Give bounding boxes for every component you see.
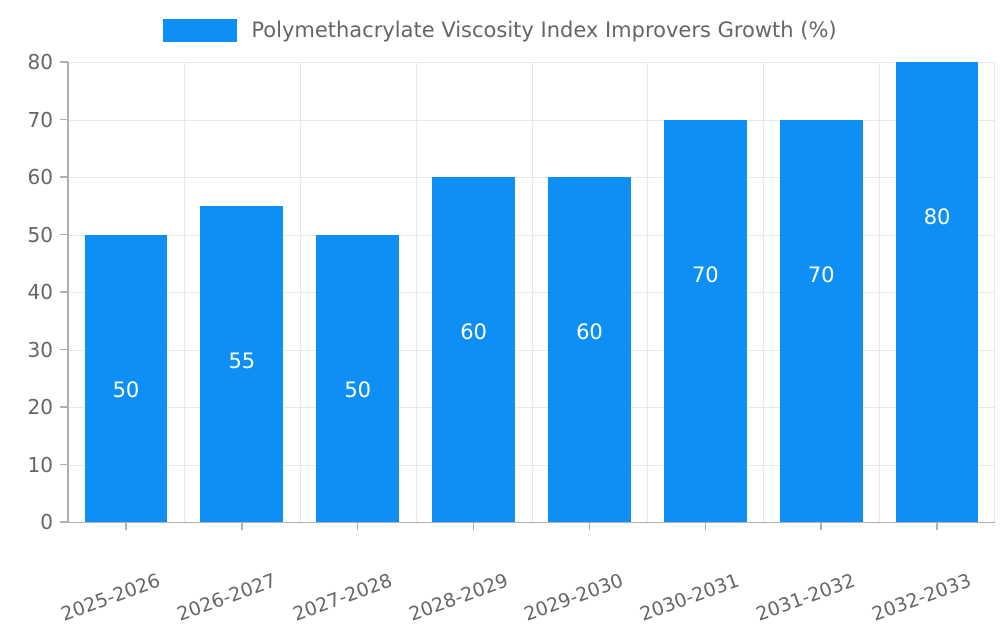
gridline-horizontal (68, 292, 995, 293)
bar-value-label: 50 (112, 377, 140, 402)
x-tick-label: 2029-2030 (521, 569, 627, 626)
bar[interactable] (779, 119, 863, 522)
gridline-vertical (647, 62, 648, 522)
x-tick-mark (588, 522, 591, 530)
gridline-vertical (532, 62, 533, 522)
y-tick-label: 50 (27, 222, 53, 247)
x-tick-label: 2027-2028 (289, 569, 395, 626)
y-tick-label: 70 (27, 107, 53, 132)
x-tick-label: 2032-2033 (869, 569, 975, 626)
y-tick-label: 30 (27, 337, 53, 362)
y-tick-mark (60, 118, 68, 121)
x-tick-mark (356, 522, 359, 530)
y-tick-label: 0 (40, 510, 53, 534)
x-tick-mark (820, 522, 822, 530)
gridline-vertical (879, 62, 880, 522)
y-tick-mark (60, 291, 68, 293)
bar-value-label: 50 (344, 377, 372, 402)
y-tick-label: 20 (27, 395, 53, 419)
chart-legend: Polymethacrylate Viscosity Index Improve… (0, 10, 1000, 50)
bar-value-label: 60 (460, 320, 487, 344)
gridline-horizontal (68, 407, 995, 408)
x-tick-label: 2030-2031 (637, 569, 743, 626)
gridline-horizontal (68, 464, 995, 466)
plot-area: 50 55 50 60 60 70 70 80 (68, 62, 995, 523)
bar[interactable] (432, 177, 515, 522)
x-tick-label: 2031-2032 (753, 569, 859, 626)
bar-chart: Polymethacrylate Viscosity Index Improve… (0, 10, 1000, 626)
bar-value-label: 70 (691, 262, 719, 287)
x-tick-mark (472, 522, 475, 530)
gridline-vertical (763, 62, 764, 522)
y-tick-label: 80 (27, 50, 53, 74)
y-tick-mark (60, 463, 68, 466)
y-tick-mark (60, 233, 68, 236)
x-tick-label: 2028-2029 (405, 569, 511, 626)
bar[interactable] (663, 119, 747, 522)
bar[interactable] (316, 234, 400, 522)
bar-value-label: 60 (576, 320, 603, 344)
y-tick-label: 10 (27, 452, 53, 477)
gridline-horizontal (68, 62, 995, 63)
gridline-horizontal (68, 234, 995, 236)
bar-value-label: 70 (807, 262, 835, 287)
bar[interactable] (895, 62, 979, 522)
x-tick-mark (241, 522, 243, 530)
bar[interactable] (200, 205, 284, 522)
x-tick-mark (125, 522, 127, 530)
y-tick-mark (60, 348, 68, 351)
x-tick-mark (936, 522, 938, 530)
bar-value-label: 55 (228, 348, 256, 373)
y-tick-mark (60, 61, 68, 63)
y-tick-mark (60, 521, 68, 523)
gridline-horizontal (68, 119, 995, 121)
gridline-vertical (184, 62, 185, 522)
gridline-vertical (300, 62, 301, 522)
x-tick-label: 2026-2027 (174, 569, 279, 626)
y-tick-mark (60, 176, 68, 178)
y-tick-label: 40 (27, 280, 53, 304)
x-axis-line (67, 521, 995, 523)
gridline-horizontal (68, 177, 995, 178)
x-tick-label: 2025-2026 (58, 569, 164, 626)
legend-label: Polymethacrylate Viscosity Index Improve… (251, 17, 837, 42)
bar[interactable] (548, 177, 631, 522)
y-tick-mark (60, 406, 68, 408)
bar-value-label: 80 (923, 205, 951, 229)
y-tick-label: 60 (27, 165, 53, 189)
gridline-horizontal (68, 349, 995, 351)
legend-color-swatch (163, 18, 238, 42)
gridline-vertical (416, 62, 417, 522)
x-tick-mark (704, 522, 707, 530)
bar[interactable] (84, 234, 168, 522)
